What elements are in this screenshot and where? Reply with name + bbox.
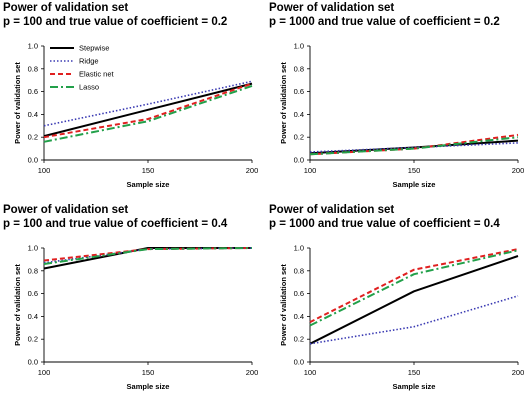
series-line-elastic-net [43,82,253,139]
legend-label: Lasso [79,83,99,92]
legend-label: Ridge [79,57,99,66]
x-tick-label: 150 [408,368,421,377]
y-tick-label: 0.4 [28,110,38,119]
y-tick-label: 0.8 [294,64,304,73]
chart-title: Power of validation set [269,2,395,14]
y-tick-label: 0.0 [28,156,38,165]
y-tick-label: 1.0 [294,244,304,253]
chart-panel-top-right: Power of validation set p = 1000 and tru… [266,0,528,200]
x-axis-label: Sample size [393,382,436,391]
chart-panel-bottom-left: Power of validation set p = 100 and true… [0,202,262,402]
y-axis-label: Power of validation set [279,264,288,346]
series-line-stepwise [309,255,519,345]
chart-subtitle: p = 1000 and true value of coefficient =… [269,16,500,28]
y-tick-label: 0.8 [294,266,304,275]
y-axis-label: Power of validation set [279,62,288,144]
x-tick-label: 200 [512,166,525,175]
series-line-lasso [43,84,253,143]
y-tick-label: 0.4 [294,312,304,321]
chart-title: Power of validation set [269,204,395,216]
y-tick-label: 0.6 [28,289,38,298]
y-tick-label: 0.2 [294,335,304,344]
y-tick-label: 0.6 [294,87,304,96]
series-line-stepwise [309,139,519,155]
series-line-stepwise [43,247,252,270]
y-tick-label: 1.0 [28,244,38,253]
x-tick-label: 200 [246,166,259,175]
y-tick-label: 0.0 [28,358,38,367]
y-tick-label: 0.4 [294,110,304,119]
x-tick-label: 150 [142,368,155,377]
y-axis-label: Power of validation set [13,62,22,144]
y-axis-label: Power of validation set [13,264,22,346]
chart-title: Power of validation set [3,204,129,216]
y-tick-label: 0.4 [28,312,38,321]
y-tick-label: 0.8 [28,64,38,73]
y-tick-label: 0.6 [28,87,38,96]
y-tick-label: 0.0 [294,358,304,367]
series-line-ridge [43,247,253,264]
series-line-ridge [309,295,519,345]
chart-svg: 0.0 0.2 0.4 0.6 0.8 1.0 100 150 200 Sample size Po… [279,244,525,392]
chart-svg: 0.0 0.2 0.4 0.6 0.8 1.0 100 150 200 Sample size Po… [279,42,525,190]
x-tick-label: 150 [142,166,155,175]
x-tick-label: 100 [38,166,51,175]
x-tick-label: 100 [304,166,317,175]
chart-subtitle: p = 100 and true value of coefficient = … [3,16,228,28]
chart-panel-top-left: Power of validation set p = 100 and true… [0,0,262,200]
y-tick-label: 0.8 [28,266,38,275]
x-tick-label: 150 [408,166,421,175]
x-axis-label: Sample size [127,180,170,189]
y-tick-label: 1.0 [28,42,38,51]
chart-panel-bottom-right: Power of validation set p = 1000 and tru… [266,202,528,402]
y-tick-label: 1.0 [294,42,304,51]
series-line-ridge [43,80,253,127]
x-axis-label: Sample size [127,382,170,391]
y-tick-label: 0.2 [294,133,304,142]
chart-svg: 0.0 0.2 0.4 0.6 0.8 1.0 100 150 200 Sample size Po… [13,244,259,392]
x-tick-label: 200 [246,368,259,377]
x-axis-label: Sample size [393,180,436,189]
x-tick-label: 100 [304,368,317,377]
chart-subtitle: p = 100 and true value of coefficient = … [3,218,228,230]
y-tick-label: 0.2 [28,133,38,142]
series-line-lasso [309,249,519,327]
series-line-lasso [309,136,519,156]
chart-title: Power of validation set [3,2,129,14]
series-line-lasso [43,247,253,265]
series-line-elastic-net [309,248,519,323]
legend-label: Stepwise [79,44,109,53]
chart-subtitle: p = 1000 and true value of coefficient =… [269,218,500,230]
series-line-stepwise [43,82,253,138]
series-line-elastic-net [43,247,253,262]
y-tick-label: 0.6 [294,289,304,298]
x-tick-label: 200 [512,368,525,377]
y-tick-label: 0.2 [28,335,38,344]
legend-label: Elastic net [79,70,115,79]
chart-svg: 0.0 0.2 0.4 0.6 0.8 1.0 100 150 200 Sample size Po… [13,42,259,190]
x-tick-label: 100 [38,368,51,377]
y-tick-label: 0.0 [294,156,304,165]
